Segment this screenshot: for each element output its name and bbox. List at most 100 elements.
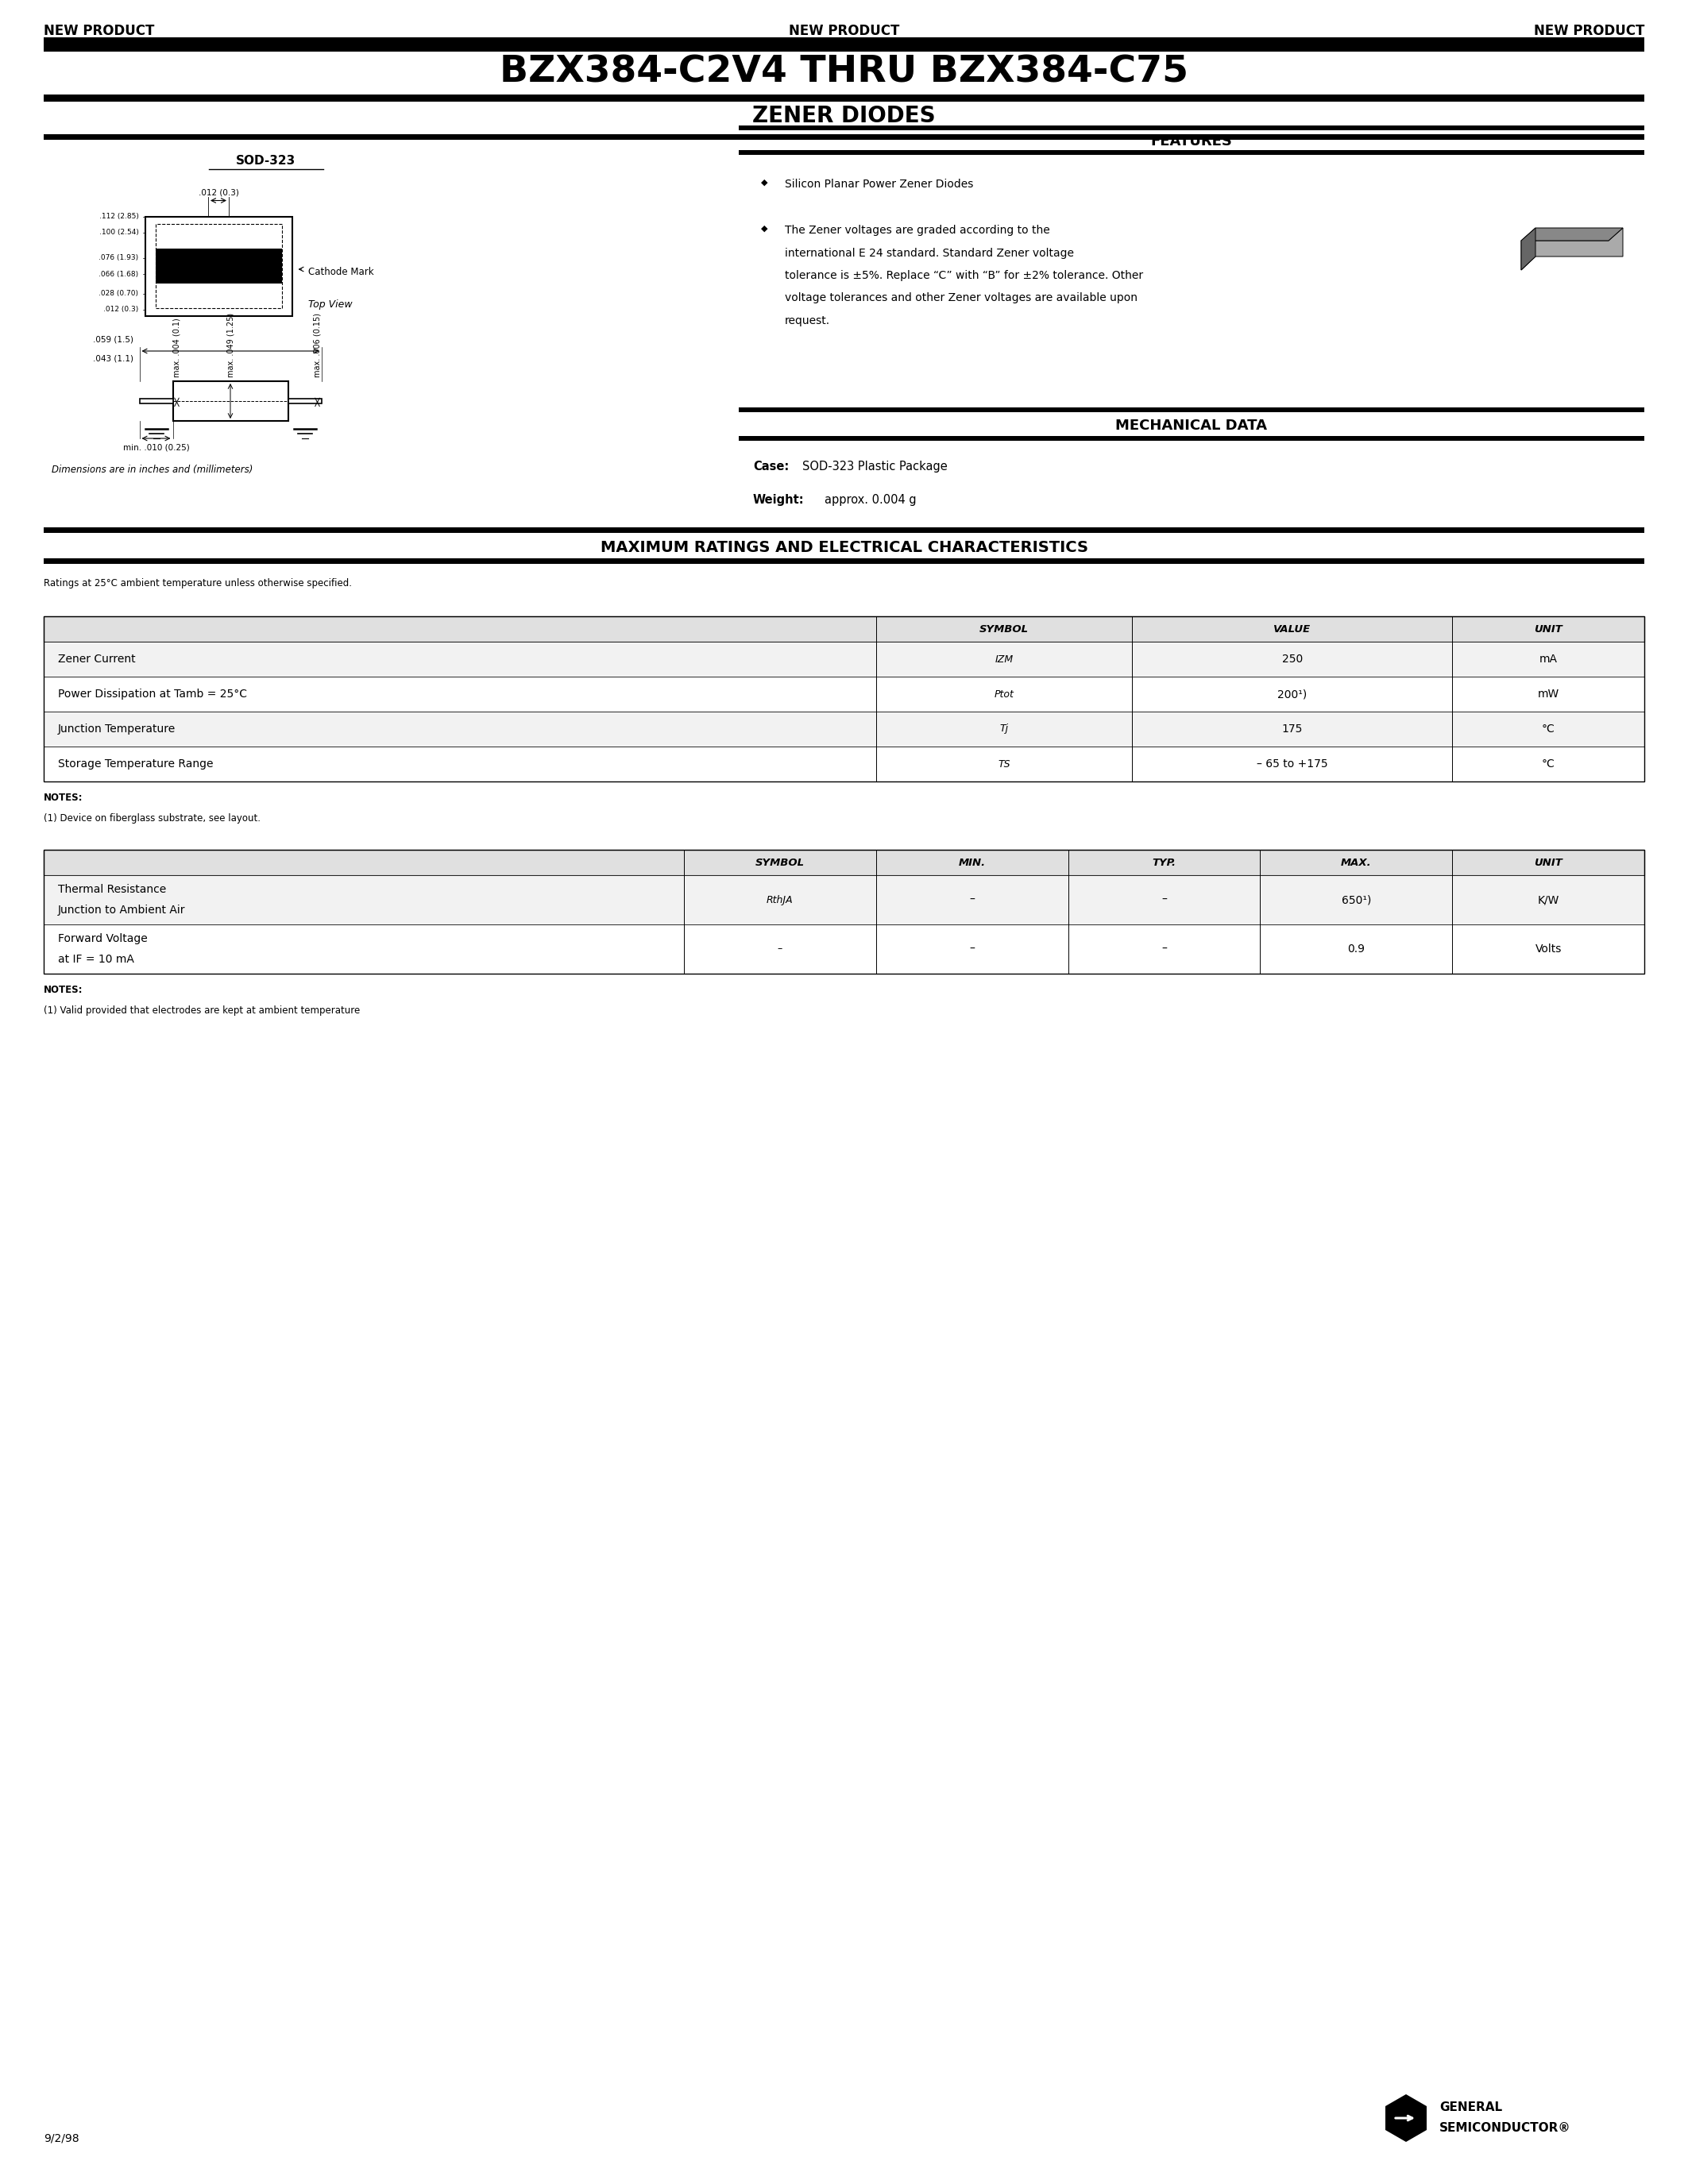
Bar: [44, 677, 1644, 712]
Text: Weight:: Weight:: [753, 494, 805, 507]
Text: NEW PRODUCT: NEW PRODUCT: [788, 24, 900, 37]
Text: .012 (0.3): .012 (0.3): [103, 306, 138, 312]
Polygon shape: [1521, 227, 1622, 240]
Bar: [739, 437, 1644, 441]
Text: SOD-323 Plastic Package: SOD-323 Plastic Package: [802, 461, 947, 472]
Bar: [44, 559, 1644, 563]
Text: –: –: [1161, 943, 1166, 954]
Text: IZM: IZM: [994, 653, 1013, 664]
Polygon shape: [1386, 2094, 1426, 2143]
Text: 175: 175: [1281, 723, 1303, 734]
Bar: [44, 850, 1644, 974]
Text: .012 (0.3): .012 (0.3): [197, 188, 238, 197]
Text: Storage Temperature Range: Storage Temperature Range: [57, 758, 213, 769]
Text: – 65 to +175: – 65 to +175: [1256, 758, 1328, 769]
Text: °C: °C: [1541, 723, 1555, 734]
Text: Volts: Volts: [1534, 943, 1561, 954]
Text: UNIT: UNIT: [1534, 625, 1563, 633]
Text: .076 (1.93): .076 (1.93): [100, 256, 138, 262]
Text: SYMBOL: SYMBOL: [979, 625, 1028, 633]
Text: SEMICONDUCTOR®: SEMICONDUCTOR®: [1440, 2123, 1572, 2134]
Text: FEATURES: FEATURES: [1151, 133, 1232, 149]
Text: mW: mW: [1538, 688, 1560, 699]
Polygon shape: [1521, 227, 1536, 271]
Text: .112 (2.85): .112 (2.85): [100, 212, 138, 221]
Text: .059 (1.5): .059 (1.5): [93, 334, 133, 343]
Text: NEW PRODUCT: NEW PRODUCT: [1534, 24, 1644, 37]
Text: SOD-323: SOD-323: [236, 155, 295, 166]
Text: ◆: ◆: [761, 225, 768, 234]
Text: max. .006 (0.15): max. .006 (0.15): [314, 312, 321, 378]
Text: MECHANICAL DATA: MECHANICAL DATA: [1116, 419, 1268, 432]
Text: Thermal Resistance: Thermal Resistance: [57, 885, 165, 895]
Text: (1) Device on fiberglass substrate, see layout.: (1) Device on fiberglass substrate, see …: [44, 812, 260, 823]
Bar: [172, 382, 289, 422]
Text: max. .004 (0.1): max. .004 (0.1): [172, 319, 181, 378]
Bar: [44, 616, 1644, 642]
Text: –: –: [1161, 893, 1166, 906]
Bar: [44, 642, 1644, 677]
Bar: [44, 924, 1644, 974]
Bar: [739, 151, 1644, 155]
Text: NEW PRODUCT: NEW PRODUCT: [44, 24, 154, 37]
Text: VALUE: VALUE: [1273, 625, 1312, 633]
Text: BZX384-C2V4 THRU BZX384-C75: BZX384-C2V4 THRU BZX384-C75: [500, 55, 1188, 90]
Text: 0.9: 0.9: [1347, 943, 1366, 954]
Text: Zener Current: Zener Current: [57, 653, 135, 664]
Text: NOTES:: NOTES:: [44, 793, 83, 804]
Text: The Zener voltages are graded according to the: The Zener voltages are graded according …: [785, 225, 1050, 236]
Bar: [155, 225, 282, 308]
Text: –: –: [969, 893, 974, 906]
Text: Junction to Ambient Air: Junction to Ambient Air: [57, 904, 186, 915]
Text: Top View: Top View: [307, 299, 353, 310]
Text: tolerance is ±5%. Replace “C” with “B” for ±2% tolerance. Other: tolerance is ±5%. Replace “C” with “B” f…: [785, 271, 1143, 282]
Text: –: –: [969, 943, 974, 954]
Text: approx. 0.004 g: approx. 0.004 g: [824, 494, 917, 507]
Bar: [140, 400, 172, 404]
Text: .066 (1.68): .066 (1.68): [100, 271, 138, 277]
Text: .028 (0.70): .028 (0.70): [100, 290, 138, 297]
Text: 200¹): 200¹): [1278, 688, 1307, 699]
Text: ZENER DIODES: ZENER DIODES: [753, 105, 935, 127]
Text: international E 24 standard. Standard Zener voltage: international E 24 standard. Standard Ze…: [785, 247, 1074, 258]
Text: 9/2/98: 9/2/98: [44, 2134, 79, 2145]
Text: Silicon Planar Power Zener Diodes: Silicon Planar Power Zener Diodes: [785, 179, 974, 190]
Bar: [155, 249, 282, 284]
Bar: [44, 616, 1644, 782]
Text: request.: request.: [785, 314, 830, 325]
Bar: [44, 712, 1644, 747]
Text: 250: 250: [1281, 653, 1303, 664]
Text: .100 (2.54): .100 (2.54): [100, 229, 138, 236]
Text: TYP.: TYP.: [1153, 858, 1177, 867]
Text: –: –: [778, 943, 783, 954]
Text: min. .010 (0.25): min. .010 (0.25): [123, 443, 189, 452]
Bar: [44, 133, 1644, 140]
Text: (1) Valid provided that electrodes are kept at ambient temperature: (1) Valid provided that electrodes are k…: [44, 1005, 360, 1016]
Text: GENERAL: GENERAL: [1440, 2101, 1502, 2112]
Text: 650¹): 650¹): [1342, 893, 1371, 906]
Bar: [44, 876, 1644, 924]
Text: at IF = 10 mA: at IF = 10 mA: [57, 954, 133, 965]
Bar: [739, 408, 1644, 413]
Text: .043 (1.1): .043 (1.1): [93, 354, 133, 363]
Text: mA: mA: [1539, 653, 1558, 664]
Text: ◆: ◆: [761, 179, 768, 186]
Text: Power Dissipation at Tamb = 25°C: Power Dissipation at Tamb = 25°C: [57, 688, 246, 699]
Bar: [44, 94, 1644, 103]
Text: max. .049 (1.25): max. .049 (1.25): [226, 312, 235, 378]
Text: Junction Temperature: Junction Temperature: [57, 723, 176, 734]
Text: SYMBOL: SYMBOL: [755, 858, 805, 867]
Text: Forward Voltage: Forward Voltage: [57, 933, 147, 943]
Text: MAXIMUM RATINGS AND ELECTRICAL CHARACTERISTICS: MAXIMUM RATINGS AND ELECTRICAL CHARACTER…: [601, 539, 1087, 555]
Text: Dimensions are in inches and (millimeters): Dimensions are in inches and (millimeter…: [52, 465, 253, 474]
Text: Ratings at 25°C ambient temperature unless otherwise specified.: Ratings at 25°C ambient temperature unle…: [44, 579, 351, 587]
Text: Ptot: Ptot: [994, 688, 1014, 699]
Text: MIN.: MIN.: [959, 858, 986, 867]
Bar: [44, 526, 1644, 533]
Bar: [44, 850, 1644, 876]
Polygon shape: [1521, 227, 1622, 271]
Bar: [44, 37, 1644, 52]
Text: RthJA: RthJA: [766, 895, 793, 904]
Bar: [145, 216, 292, 317]
Text: NOTES:: NOTES:: [44, 985, 83, 996]
